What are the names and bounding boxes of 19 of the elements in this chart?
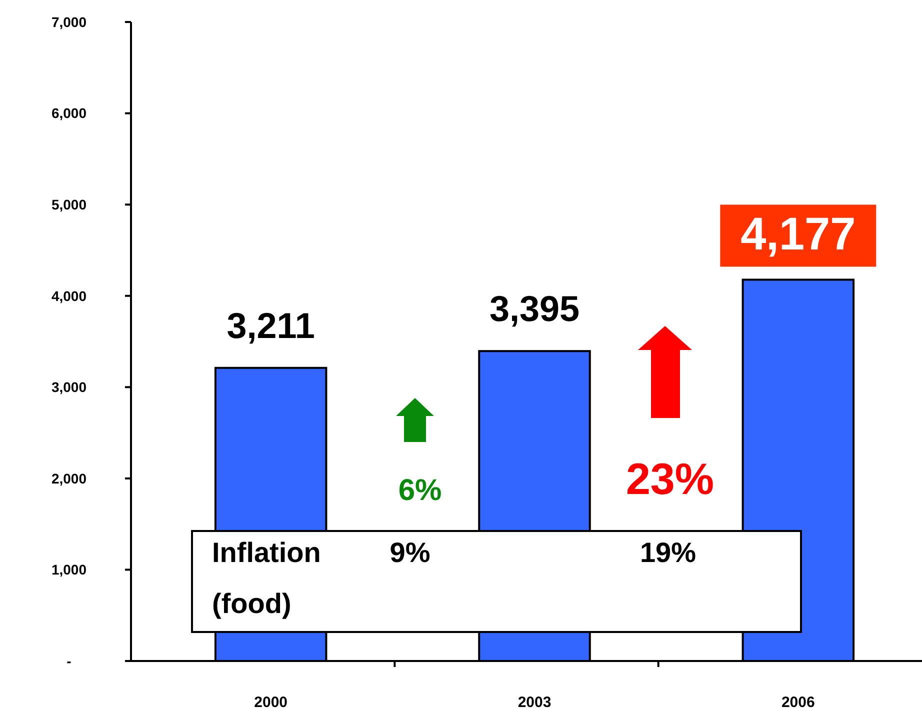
y-tick-label: 1,000 [51,562,87,578]
y-tick-label: 6,000 [51,105,87,122]
data-label: 3,211 [226,304,315,346]
data-label: 3,395 [489,288,580,330]
x-tick-label: 2003 [518,694,552,711]
y-tick-label: 5,000 [51,196,87,212]
x-tick-label: 2006 [781,694,815,711]
y-tick-label: 7,000 [51,14,87,30]
y-tick-label: 3,000 [51,379,87,396]
annotation: 23% [626,455,714,504]
y-tick-label: 2,000 [51,470,87,486]
annotation: 6% [398,474,442,507]
annotation: 9% [390,537,430,568]
x-tick-label: 2000 [254,694,288,711]
y-tick-label: - [66,652,72,669]
y-tick-label: 4,000 [51,288,87,304]
data-label: 4,177 [740,208,856,260]
annotation: Inflation (food) [212,537,321,619]
annotation: 19% [640,537,696,568]
